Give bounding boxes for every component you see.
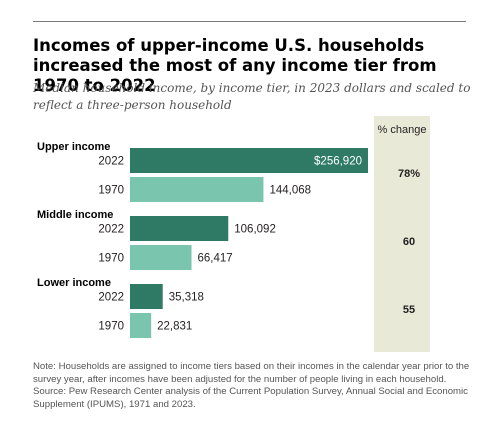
bar [130, 245, 192, 270]
top-rule [33, 21, 466, 22]
change-column-header: % change [378, 124, 427, 136]
group-label: Upper income [37, 141, 110, 153]
year-label: 1970 [98, 253, 124, 265]
bar-chart: % change Upper income 2022 $256,920 1970 144,… [37, 116, 430, 352]
value-label: 144,068 [269, 185, 311, 197]
bar [130, 284, 163, 309]
year-label: 1970 [98, 185, 124, 197]
bar [130, 177, 264, 202]
bar [130, 313, 152, 338]
chart-title: Incomes of upper-income U.S. households … [33, 36, 437, 95]
year-label: 2022 [98, 292, 124, 304]
notes-block: Note: Households are assigned to income … [33, 361, 483, 411]
year-label: 2022 [98, 224, 124, 236]
value-label: 106,092 [234, 224, 276, 236]
note-text: Note: Households are assigned to income … [33, 361, 470, 385]
group-label: Lower income [37, 277, 111, 289]
change-column-panel [374, 116, 430, 352]
group-label: Middle income [37, 209, 113, 221]
value-label: 66,417 [198, 253, 233, 265]
bar [130, 148, 368, 173]
value-label: $256,920 [314, 156, 362, 168]
change-value: 78% [398, 168, 420, 180]
year-label: 1970 [98, 321, 124, 333]
change-value: 55 [403, 304, 415, 316]
source-text: Source: Pew Research Center analysis of … [33, 386, 468, 410]
chart-subtitle: Median household income, by income tier,… [33, 81, 471, 112]
bar [130, 216, 229, 241]
value-label: 22,831 [157, 321, 192, 333]
change-value: 60 [403, 236, 415, 248]
value-label: 35,318 [169, 292, 204, 304]
year-label: 2022 [98, 156, 124, 168]
